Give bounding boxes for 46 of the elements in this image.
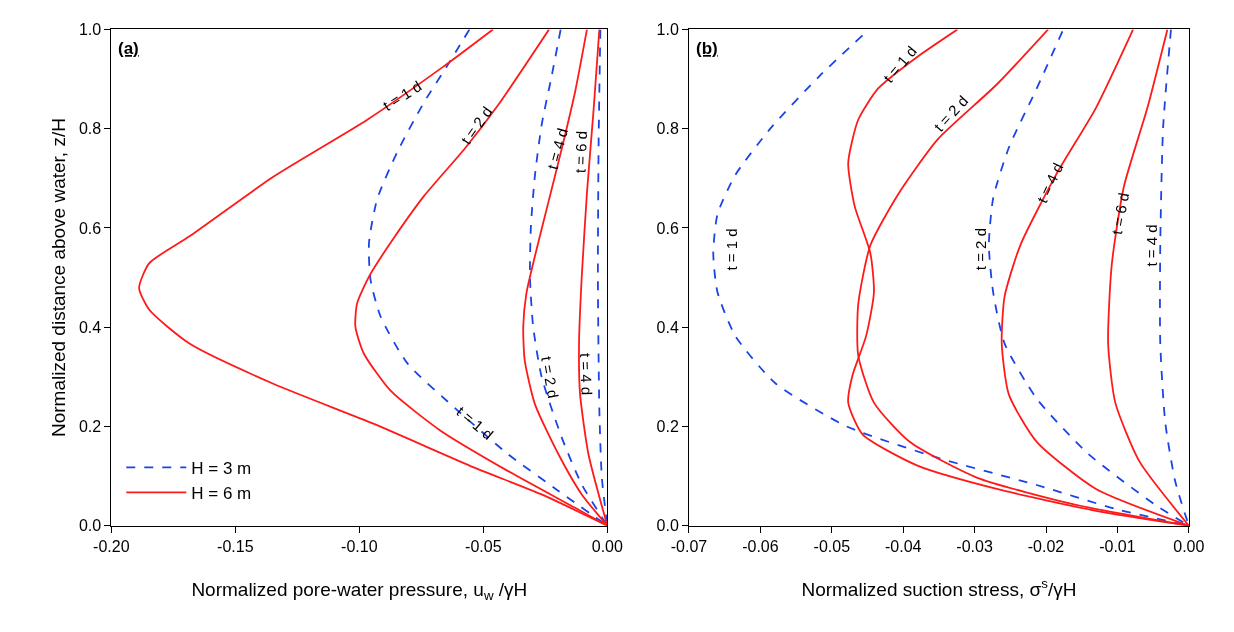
y-tick-label: 0.2 bbox=[78, 418, 102, 436]
y-tick-label: 0.6 bbox=[78, 219, 102, 237]
x-tick-label: -0.04 bbox=[884, 537, 922, 555]
x-tick-label: -0.05 bbox=[813, 537, 851, 555]
y-tick-label: 0.6 bbox=[656, 219, 679, 237]
x-tick-label: -0.20 bbox=[93, 537, 130, 555]
x-tick-label: -0.03 bbox=[956, 537, 993, 555]
x-tick-label: -0.15 bbox=[217, 537, 254, 555]
x-tick-label: -0.10 bbox=[341, 537, 378, 555]
annotation: t = 1 d bbox=[453, 402, 497, 443]
x-tick-label: 0.00 bbox=[1173, 537, 1205, 555]
x-tick-label: -0.01 bbox=[1099, 537, 1136, 555]
y-tick-label: 0.0 bbox=[656, 517, 679, 535]
y-tick-label: 0.8 bbox=[78, 120, 102, 138]
annotation: t = 2 d bbox=[971, 228, 989, 271]
x-tick-label: 0.00 bbox=[591, 537, 623, 555]
annotation: t = 2 d bbox=[537, 355, 563, 400]
annotation: t = 2 d bbox=[930, 92, 972, 135]
x-tick-label: -0.06 bbox=[742, 537, 779, 555]
y-tick-label: 1.0 bbox=[656, 21, 679, 39]
y-tick-label: 0.4 bbox=[656, 318, 679, 336]
annotation: t = 4 d bbox=[543, 126, 571, 172]
legend-label: H = 3 m bbox=[191, 458, 252, 478]
y-tick-label: 1.0 bbox=[78, 21, 102, 39]
x-axis-title: Normalized suction stress, σ$^{s}$/γH bbox=[801, 575, 1077, 600]
x-tick-label: -0.05 bbox=[465, 537, 502, 555]
annotation: t = 4 d bbox=[576, 352, 596, 396]
y-tick-label: 0.4 bbox=[78, 318, 102, 336]
x-tick-label: -0.07 bbox=[670, 537, 708, 555]
text: (a) bbox=[118, 39, 139, 58]
x-tick-label: -0.02 bbox=[1027, 537, 1065, 555]
legend-label: H = 6 m bbox=[191, 484, 252, 504]
annotation: t = 6 d bbox=[571, 130, 590, 174]
annotation: t = 1 d bbox=[723, 228, 741, 271]
annotation: t = 4 d bbox=[1033, 160, 1067, 206]
y-tick-label: 0.2 bbox=[656, 418, 679, 436]
annotation: t = 6 d bbox=[1108, 191, 1133, 236]
y-axis-title: Normalized distance above water, z/H bbox=[47, 118, 69, 438]
annotation: t = 1 d bbox=[879, 42, 920, 86]
y-tick-label: 0.0 bbox=[78, 517, 102, 535]
text: (b) bbox=[696, 39, 718, 58]
y-tick-label: 0.8 bbox=[656, 120, 679, 138]
annotation: t = 1 d bbox=[379, 77, 425, 114]
annotation: t = 2 d bbox=[457, 103, 496, 148]
x-axis-title: Normalized pore-water pressure, u$_{w}$ /γH bbox=[191, 578, 528, 603]
annotation: t = 4 d bbox=[1142, 224, 1160, 267]
